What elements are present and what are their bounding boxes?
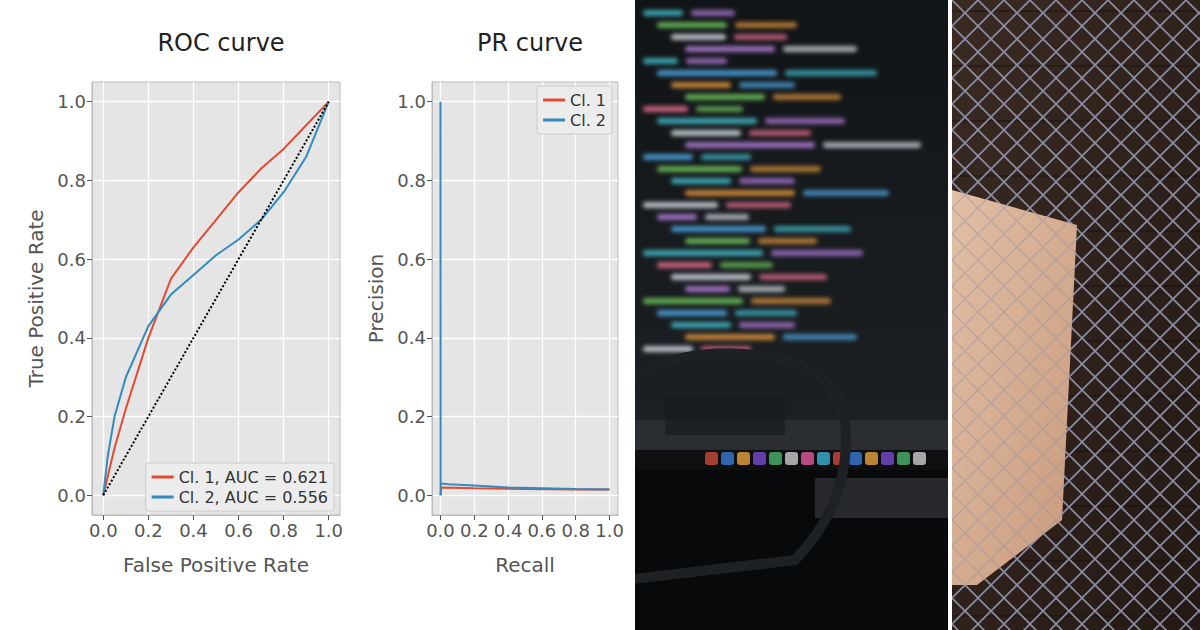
svg-text:0.8: 0.8 <box>561 520 590 541</box>
svg-text:True Positive Rate: True Positive Rate <box>24 209 48 388</box>
svg-text:0.8: 0.8 <box>269 520 298 541</box>
svg-text:Cl. 1, AUC = 0.621: Cl. 1, AUC = 0.621 <box>179 468 328 487</box>
svg-text:ROC curve: ROC curve <box>157 29 284 57</box>
svg-text:Precision: Precision <box>364 254 388 343</box>
svg-text:1.0: 1.0 <box>397 91 426 112</box>
svg-text:0.6: 0.6 <box>397 249 426 270</box>
svg-text:0.4: 0.4 <box>179 520 208 541</box>
svg-text:0.0: 0.0 <box>397 485 426 506</box>
svg-text:0.2: 0.2 <box>134 520 163 541</box>
svg-text:PR curve: PR curve <box>477 29 583 57</box>
svg-text:0.0: 0.0 <box>89 520 118 541</box>
svg-text:0.6: 0.6 <box>224 520 253 541</box>
svg-text:0.6: 0.6 <box>528 520 557 541</box>
svg-text:1.0: 1.0 <box>595 520 624 541</box>
svg-text:0.4: 0.4 <box>397 327 426 348</box>
svg-text:0.2: 0.2 <box>397 406 426 427</box>
svg-text:Cl. 2, AUC = 0.556: Cl. 2, AUC = 0.556 <box>179 488 328 507</box>
svg-text:1.0: 1.0 <box>57 91 86 112</box>
svg-text:0.0: 0.0 <box>57 485 86 506</box>
svg-text:Cl. 2: Cl. 2 <box>570 111 606 130</box>
svg-text:False Positive Rate: False Positive Rate <box>123 553 309 577</box>
svg-text:Cl. 1: Cl. 1 <box>570 91 606 110</box>
svg-text:Recall: Recall <box>495 553 555 577</box>
svg-text:0.8: 0.8 <box>397 170 426 191</box>
svg-text:0.4: 0.4 <box>494 520 523 541</box>
svg-text:0.2: 0.2 <box>460 520 489 541</box>
svg-text:0.2: 0.2 <box>57 406 86 427</box>
svg-text:0.0: 0.0 <box>426 520 455 541</box>
svg-text:0.4: 0.4 <box>57 327 86 348</box>
svg-text:0.6: 0.6 <box>57 249 86 270</box>
svg-text:0.8: 0.8 <box>57 170 86 191</box>
svg-text:1.0: 1.0 <box>314 520 343 541</box>
